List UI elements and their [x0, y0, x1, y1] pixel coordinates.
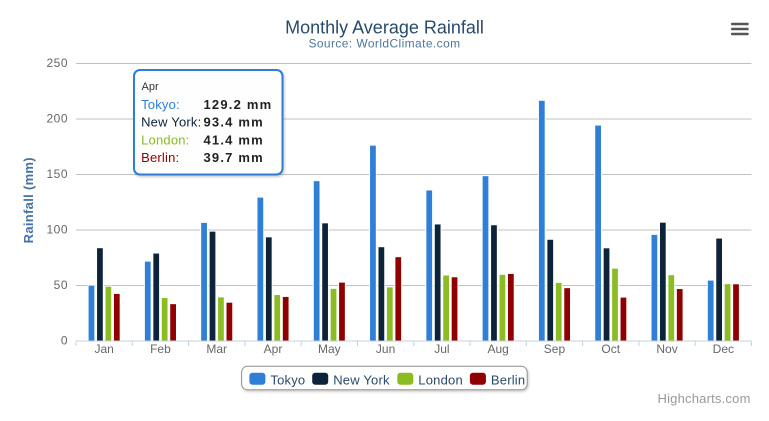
svg-text:London:: London: — [141, 132, 189, 147]
svg-text:Rainfall (mm): Rainfall (mm) — [21, 157, 36, 243]
svg-text:Jun: Jun — [376, 342, 395, 356]
svg-text:New York: New York — [333, 373, 390, 388]
svg-text:Tokyo:: Tokyo: — [141, 97, 180, 112]
svg-text:129.2 mm: 129.2 mm — [204, 97, 273, 112]
svg-text:Feb: Feb — [150, 342, 171, 356]
svg-text:Aug: Aug — [488, 342, 509, 356]
svg-text:Apr: Apr — [264, 342, 283, 356]
svg-text:New York:: New York: — [141, 114, 201, 129]
svg-text:Jul: Jul — [434, 342, 449, 356]
svg-text:Berlin:: Berlin: — [141, 150, 179, 165]
svg-text:150: 150 — [46, 167, 68, 181]
svg-text:93.4 mm: 93.4 mm — [204, 114, 264, 129]
svg-text:Apr: Apr — [142, 81, 159, 93]
svg-text:Dec: Dec — [713, 342, 734, 356]
svg-text:Source: WorldClimate.com: Source: WorldClimate.com — [308, 37, 460, 51]
svg-text:Highcharts.com: Highcharts.com — [657, 391, 750, 406]
svg-text:200: 200 — [46, 112, 68, 126]
svg-text:London: London — [418, 373, 463, 388]
svg-text:100: 100 — [46, 223, 68, 237]
svg-text:Jan: Jan — [94, 342, 113, 356]
svg-text:Berlin: Berlin — [491, 373, 525, 388]
svg-text:Mar: Mar — [206, 342, 227, 356]
svg-text:250: 250 — [46, 56, 68, 70]
svg-text:39.7 mm: 39.7 mm — [204, 150, 264, 165]
svg-text:0: 0 — [61, 334, 68, 348]
svg-text:41.4 mm: 41.4 mm — [204, 132, 264, 147]
svg-text:Monthly Average Rainfall: Monthly Average Rainfall — [285, 17, 484, 37]
svg-text:Nov: Nov — [656, 342, 677, 356]
svg-text:May: May — [318, 342, 341, 356]
svg-text:Sep: Sep — [544, 342, 566, 356]
svg-text:Tokyo: Tokyo — [270, 373, 305, 388]
svg-text:Oct: Oct — [601, 342, 620, 356]
svg-text:50: 50 — [54, 278, 68, 292]
